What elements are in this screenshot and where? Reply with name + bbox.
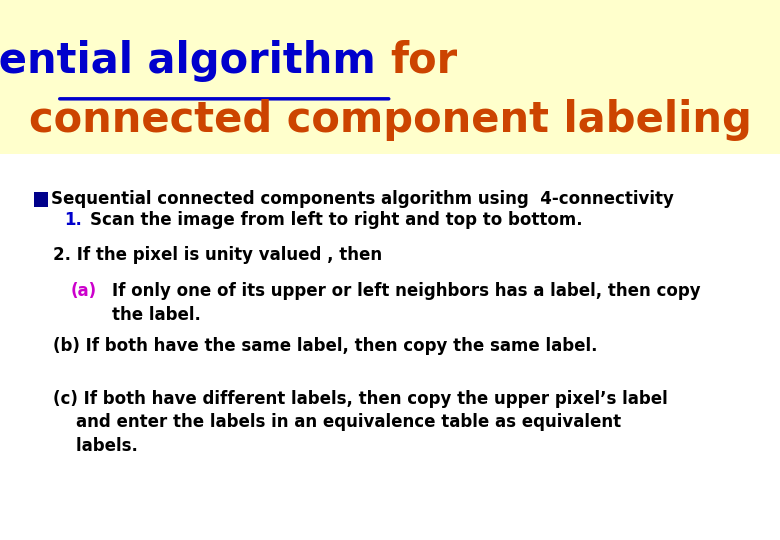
- Text: Scan the image from left to right and top to bottom.: Scan the image from left to right and to…: [90, 211, 583, 229]
- Text: for: for: [390, 40, 457, 82]
- Text: If only one of its upper or left neighbors has a label, then copy
the label.: If only one of its upper or left neighbo…: [112, 282, 700, 324]
- Bar: [34, 192, 48, 207]
- Text: (a): (a): [70, 282, 96, 300]
- FancyBboxPatch shape: [0, 0, 780, 154]
- Text: 2. If the pixel is unity valued , then: 2. If the pixel is unity valued , then: [53, 246, 382, 264]
- Text: connected component labeling: connected component labeling: [29, 99, 751, 141]
- Text: 1.: 1.: [64, 211, 82, 229]
- Text: (c) If both have different labels, then copy the upper pixel’s label
    and ent: (c) If both have different labels, then …: [53, 390, 668, 455]
- Text: Sequential connected components algorithm using  4-connectivity: Sequential connected components algorith…: [51, 190, 675, 208]
- Text: (b) If both have the same label, then copy the same label.: (b) If both have the same label, then co…: [53, 336, 597, 355]
- Text: Sequential algorithm: Sequential algorithm: [0, 40, 390, 82]
